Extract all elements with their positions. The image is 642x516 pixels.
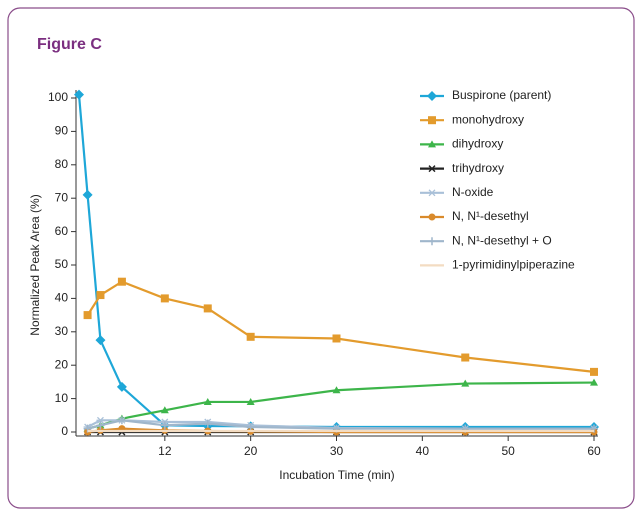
point	[246, 397, 255, 405]
legend-label: monohydroxy	[452, 112, 524, 126]
point	[96, 416, 105, 424]
point	[96, 421, 105, 430]
y-axis-label: Normalized Peak Area (%)	[28, 194, 42, 335]
point	[116, 381, 127, 392]
legend-label: 1-pyrimidinylpiperazine	[452, 258, 575, 272]
y-tick-label: 70	[55, 190, 69, 204]
point	[461, 353, 470, 362]
y-tick-label: 30	[55, 324, 69, 338]
point	[590, 378, 598, 386]
y-tick-label: 10	[55, 391, 69, 405]
point	[203, 304, 212, 313]
point	[83, 311, 92, 320]
y-tick-label: 90	[55, 124, 69, 138]
legend-label: trihydroxy	[452, 161, 504, 175]
point	[461, 379, 470, 387]
point	[83, 424, 92, 433]
legend-label: dihydroxy	[452, 137, 503, 151]
point	[590, 367, 598, 376]
point	[117, 277, 126, 286]
point	[203, 397, 212, 405]
point	[332, 386, 341, 394]
point	[95, 335, 106, 346]
point	[82, 189, 93, 200]
x-tick-label: 20	[244, 444, 258, 458]
legend-marker	[428, 116, 436, 125]
legend-label: N, N¹-desethyl	[452, 209, 529, 223]
legend-marker	[428, 213, 436, 221]
point	[332, 334, 341, 343]
x-tick-label: 12	[158, 444, 172, 458]
legend-marker	[428, 165, 436, 173]
y-tick-label: 80	[55, 157, 69, 171]
point	[160, 406, 169, 414]
x-tick-label: 60	[587, 444, 601, 458]
y-tick-label: 60	[55, 224, 69, 238]
legend-label: N, N¹-desethyl + O	[452, 233, 552, 247]
point	[74, 89, 84, 100]
point	[203, 419, 212, 428]
point	[117, 416, 126, 425]
x-tick-label: 50	[501, 444, 515, 458]
y-tick-label: 0	[61, 424, 68, 438]
x-tick-label: 30	[330, 444, 344, 458]
legend-label: Buspirone (parent)	[452, 88, 551, 102]
series-line	[77, 94, 594, 429]
y-tick-label: 40	[55, 291, 69, 305]
legend-marker	[428, 237, 436, 246]
chart-title: Figure C	[37, 36, 102, 53]
legend-marker	[428, 189, 436, 197]
y-tick-label: 50	[55, 257, 69, 271]
point	[246, 332, 255, 341]
legend-marker	[427, 91, 437, 101]
point	[246, 422, 255, 431]
legend-marker	[428, 140, 436, 148]
point	[160, 294, 169, 303]
legend-label: N-oxide	[452, 185, 494, 199]
x-tick-label: 40	[416, 444, 430, 458]
point	[160, 421, 169, 430]
x-axis-label: Incubation Time (min)	[279, 468, 394, 482]
y-tick-label: 20	[55, 357, 69, 371]
y-tick-label: 100	[48, 90, 68, 104]
point	[96, 291, 105, 300]
